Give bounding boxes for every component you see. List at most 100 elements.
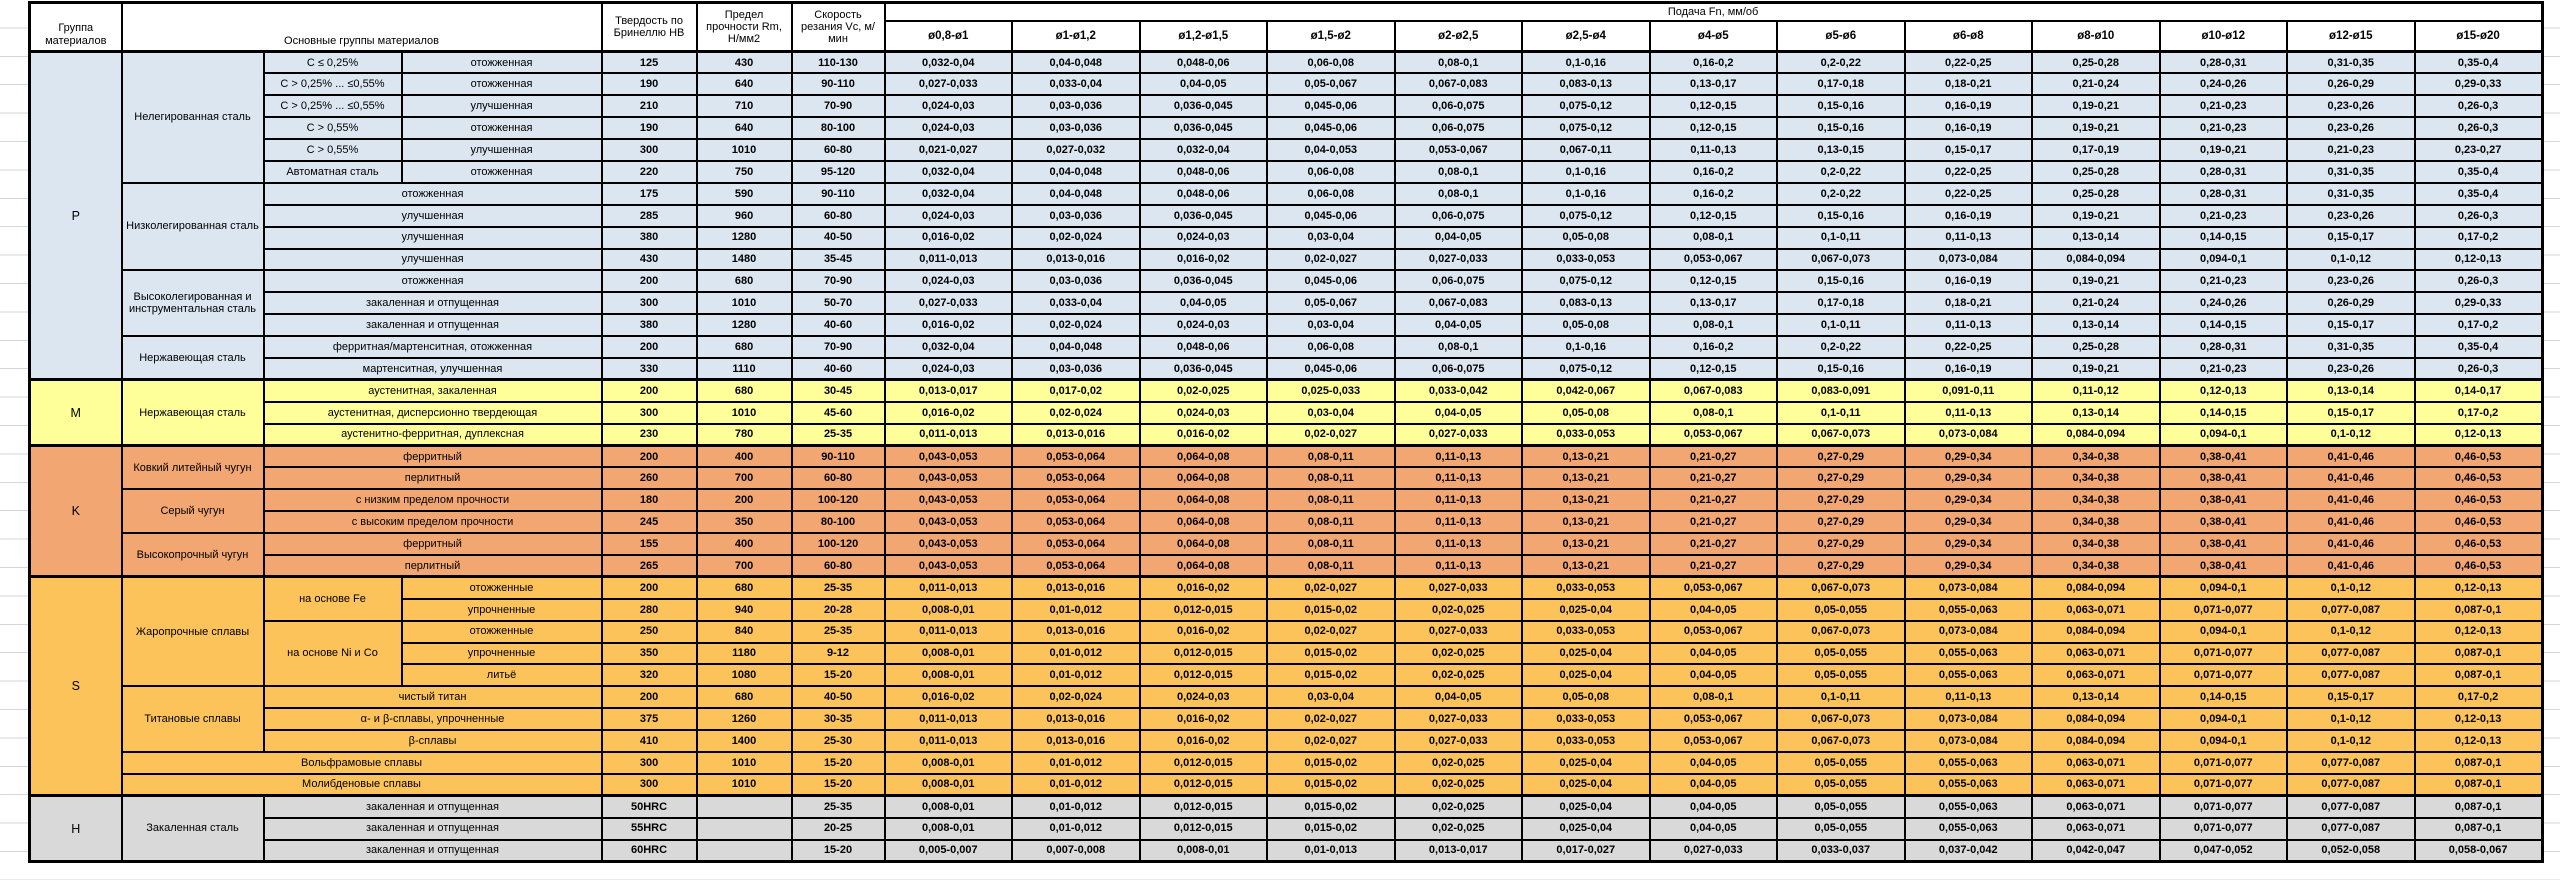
- feed-cell: 0,083-0,13: [1521, 291, 1651, 316]
- hardness-cell: 380: [600, 313, 698, 338]
- feed-cell: 0,013-0,016: [1011, 707, 1141, 732]
- feed-cell: 0,12-0,13: [2413, 247, 2544, 272]
- material-state-cell: закаленная и отпущенная: [262, 794, 603, 819]
- col-header-feed-range: ø1,2-ø1,5: [1138, 20, 1269, 53]
- feed-cell: 0,06-0,075: [1393, 94, 1524, 119]
- feed-cell: 0,094-0,1: [2158, 619, 2289, 644]
- feed-cell: 0,06-0,08: [1266, 159, 1396, 184]
- feed-cell: 0,2-0,22: [1776, 335, 1906, 359]
- cutting-speed-cell: 15-20: [790, 751, 886, 775]
- col-header-feed-range: ø2,5-ø4: [1521, 20, 1651, 53]
- feed-cell: 0,012-0,015: [1138, 641, 1269, 666]
- feed-cell: 0,073-0,084: [1903, 247, 2034, 272]
- material-spec-cell: C > 0,55%: [262, 116, 403, 141]
- table-row: с высоким пределом прочности 245 350 80-100…: [30, 510, 2544, 535]
- feed-cell: 0,071-0,077: [2158, 663, 2289, 688]
- feed-cell: 0,025-0,04: [1521, 663, 1651, 688]
- feed-cell: 0,073-0,084: [1903, 707, 2034, 732]
- cutting-speed-cell: 20-28: [790, 597, 886, 622]
- feed-cell: 0,08-0,11: [1266, 444, 1396, 469]
- feed-cell: 0,084-0,094: [2031, 707, 2161, 732]
- feed-cell: 0,41-0,46: [2286, 532, 2416, 556]
- feed-cell: 0,12-0,15: [1648, 94, 1779, 119]
- feed-cell: 0,015-0,02: [1266, 597, 1396, 622]
- hardness-cell: 300: [600, 138, 698, 162]
- cutting-speed-cell: 100-120: [790, 488, 886, 513]
- strength-cell: 1480: [695, 247, 793, 272]
- table-row: мартенситная, улучшенная 330 1110 40-60 0,02…: [30, 356, 2544, 381]
- feed-cell: 0,28-0,31: [2158, 50, 2289, 75]
- feed-cell: 0,084-0,094: [2031, 575, 2161, 600]
- feed-cell: 0,26-0,3: [2413, 116, 2544, 141]
- feed-cell: 0,067-0,073: [1776, 707, 1906, 732]
- strength-cell: 400: [695, 532, 793, 556]
- feed-cell: 0,15-0,17: [2286, 400, 2416, 425]
- material-state-cell: закаленная и отпущенная: [262, 838, 603, 863]
- feed-cell: 0,38-0,41: [2158, 488, 2289, 513]
- feed-cell: 0,04-0,05: [1648, 641, 1779, 666]
- feed-cell: 0,06-0,08: [1266, 50, 1396, 75]
- hardness-cell: 190: [600, 72, 698, 97]
- col-header-feed-range: ø1,5-ø2: [1266, 20, 1396, 53]
- feed-cell: 0,17-0,2: [2413, 313, 2544, 338]
- feed-cell: 0,16-0,2: [1648, 335, 1779, 359]
- feed-cell: 0,13-0,21: [1521, 553, 1651, 578]
- hardness-cell: 300: [600, 751, 698, 775]
- material-state-cell: отожженные: [400, 619, 603, 644]
- feed-cell: 0,11-0,13: [1393, 510, 1524, 535]
- hardness-cell: 60HRC: [600, 838, 698, 863]
- feed-cell: 0,08-0,1: [1393, 50, 1524, 75]
- feed-cell: 0,21-0,23: [2158, 94, 2289, 119]
- feed-cell: 0,34-0,38: [2031, 444, 2161, 469]
- feed-cell: 0,21-0,27: [1648, 444, 1779, 469]
- feed-cell: 0,02-0,027: [1266, 619, 1396, 644]
- strength-cell: 1280: [695, 225, 793, 250]
- material-state-cell: закаленная и отпущенная: [262, 313, 603, 338]
- feed-cell: 0,045-0,06: [1266, 116, 1396, 141]
- feed-cell: 0,025-0,04: [1521, 641, 1651, 666]
- feed-cell: 0,26-0,3: [2413, 203, 2544, 228]
- cutting-speed-cell: 50-70: [790, 291, 886, 316]
- table-row: P Нелегированная сталь C ≤ 0,25% отожженная…: [28, 49, 2544, 381]
- material-state-cell: отожженная: [400, 116, 603, 141]
- cutting-speed-cell: 100-120: [790, 532, 886, 556]
- cutting-speed-cell: 40-60: [790, 313, 886, 338]
- cutting-data-table: Группа материалов Основные группы матери…: [28, 1, 2544, 863]
- feed-cell: 0,094-0,1: [2158, 729, 2289, 753]
- feed-cell: 0,04-0,05: [1393, 685, 1524, 710]
- feed-cell: 0,015-0,02: [1266, 794, 1396, 819]
- feed-cell: 0,094-0,1: [2158, 575, 2289, 600]
- feed-cell: 0,016-0,02: [883, 313, 1014, 338]
- feed-cell: 0,012-0,015: [1138, 794, 1269, 819]
- feed-cell: 0,16-0,2: [1648, 181, 1779, 206]
- feed-cell: 0,064-0,08: [1138, 466, 1269, 491]
- material-family-cell: Низколегированная сталь: [120, 181, 265, 272]
- table-row: Низколегированная сталь отожженная 175 590 9…: [30, 181, 2544, 272]
- feed-cell: 0,11-0,13: [1903, 685, 2034, 710]
- hardness-cell: 250: [600, 619, 698, 644]
- feed-cell: 0,04-0,05: [1393, 400, 1524, 425]
- material-spec-cell: C ≤ 0,25%: [262, 50, 403, 75]
- material-state-cell: отожженная: [400, 159, 603, 184]
- feed-cell: 0,027-0,032: [1011, 138, 1141, 162]
- feed-cell: 0,08-0,1: [1648, 313, 1779, 338]
- feed-cell: 0,016-0,02: [1138, 707, 1269, 732]
- feed-cell: 0,052-0,058: [2286, 838, 2416, 863]
- feed-cell: 0,08-0,1: [1648, 685, 1779, 710]
- material-state-cell: отожженная: [262, 269, 603, 294]
- cutting-speed-cell: 70-90: [790, 94, 886, 119]
- feed-cell: 0,31-0,35: [2286, 181, 2416, 206]
- feed-cell: 0,013-0,016: [1011, 422, 1141, 447]
- feed-cell: 0,18-0,21: [1903, 72, 2034, 97]
- feed-cell: 0,017-0,027: [1521, 838, 1651, 863]
- feed-cell: 0,1-0,16: [1521, 181, 1651, 206]
- feed-cell: 0,063-0,071: [2031, 597, 2161, 622]
- feed-cell: 0,067-0,083: [1648, 378, 1779, 403]
- feed-cell: 0,02-0,025: [1393, 641, 1524, 666]
- material-spec-cell: C > 0,25% ... ≤0,55%: [262, 72, 403, 97]
- feed-cell: 0,032-0,04: [1138, 138, 1269, 162]
- feed-cell: 0,15-0,17: [2286, 225, 2416, 250]
- feed-cell: 0,23-0,26: [2286, 203, 2416, 228]
- strength-cell: 750: [695, 159, 793, 184]
- feed-cell: 0,077-0,087: [2286, 663, 2416, 688]
